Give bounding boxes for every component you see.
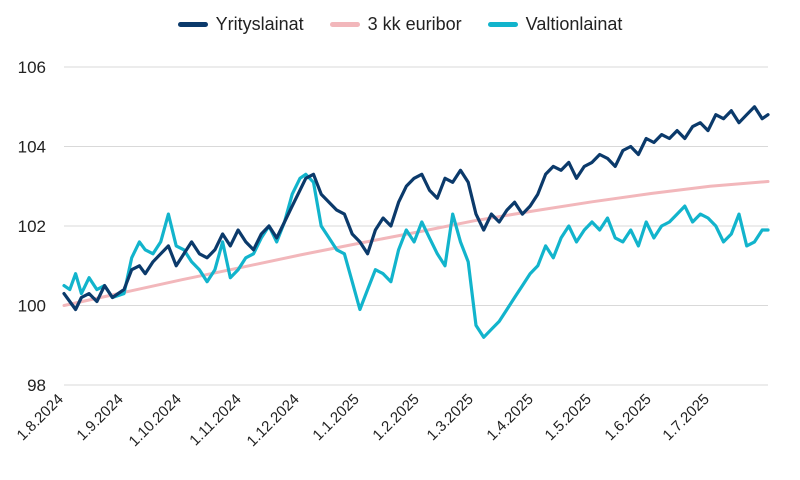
y-tick-label: 100 [18,297,46,316]
series-line-valtionlainat [64,174,768,337]
series-line-3-kk-euribor [64,182,768,306]
x-tick-label: 1.7.2025 [659,391,712,444]
x-tick-label: 1.1.2025 [309,391,362,444]
x-tick-label: 1.6.2025 [601,391,654,444]
x-tick-label: 1.10.2024 [126,391,185,450]
x-tick-label: 1.11.2024 [186,391,244,449]
series-lines [64,107,768,337]
x-tick-label: 1.5.2025 [542,391,595,444]
x-tick-label: 1.3.2025 [424,391,477,444]
x-tick-label: 1.4.2025 [483,391,536,444]
y-tick-label: 106 [18,58,46,77]
series-line-yrityslainat [64,107,768,310]
x-tick-label: 1.2.2025 [369,391,422,444]
x-tick-label: 1.8.2024 [14,391,67,444]
y-tick-label: 98 [27,376,46,395]
y-tick-label: 104 [18,138,46,157]
x-tick-label: 1.12.2024 [244,391,303,450]
y-axis-ticks: 98 100 102 104 106 [18,58,46,395]
y-tick-label: 102 [18,217,46,236]
x-tick-label: 1.9.2024 [73,391,126,444]
